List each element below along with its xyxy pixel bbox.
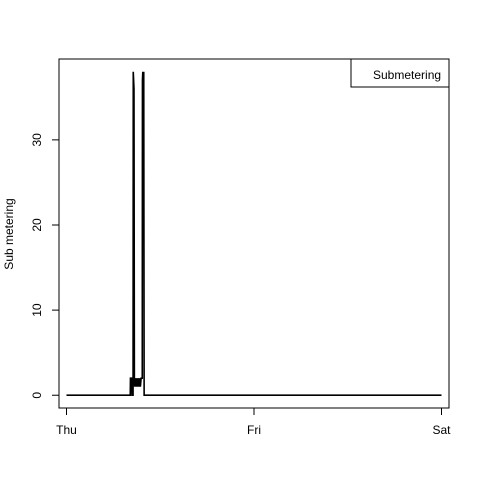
y-axis: 0 10 20 30 [30, 133, 60, 399]
legend-box [350, 58, 450, 88]
plot-box [58, 58, 450, 409]
legend: Submetering [350, 58, 450, 88]
y-tick-label: 20 [30, 218, 44, 232]
x-tick-label: Fri [247, 423, 261, 437]
legend-entry-submetering: Submetering [373, 68, 441, 82]
x-tick-label: Sat [432, 423, 451, 437]
y-tick-label: 30 [30, 133, 44, 147]
x-axis: Thu Fri Sat [56, 407, 451, 437]
y-axis-label: Sub metering [2, 198, 16, 269]
x-tick-label: Thu [56, 423, 77, 437]
y-tick-label: 10 [30, 303, 44, 317]
y-tick-label: 0 [30, 392, 44, 399]
series-line-submetering [66, 71, 442, 397]
series-layer [66, 71, 442, 397]
